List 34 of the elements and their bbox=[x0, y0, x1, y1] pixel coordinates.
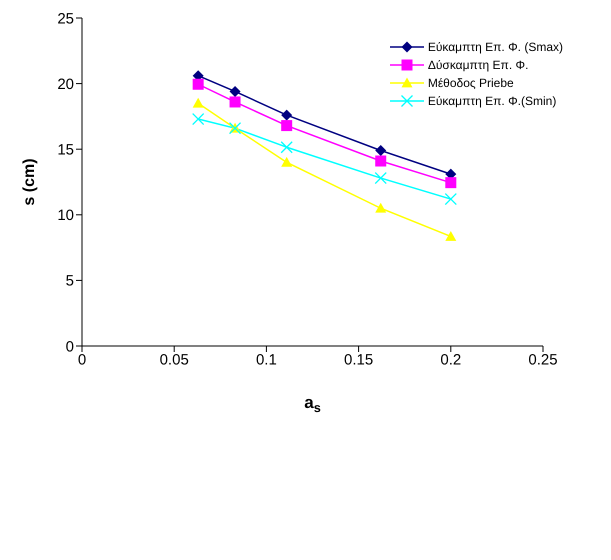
point bbox=[281, 110, 292, 121]
point bbox=[281, 156, 292, 167]
point bbox=[280, 141, 293, 154]
x-axis-title: a$_{s}$ bbox=[304, 393, 321, 415]
x-tick-label: 0.15 bbox=[344, 352, 374, 369]
y-tick-label: 0 bbox=[66, 338, 74, 356]
point bbox=[230, 96, 241, 108]
point bbox=[375, 156, 386, 167]
y-axis-title: s (cm) bbox=[21, 158, 38, 206]
y-tick-label: 25 bbox=[57, 10, 74, 28]
legend-label: Δύσκαμπτη Επ. Φ. bbox=[428, 58, 528, 72]
y-tick-label: 5 bbox=[66, 272, 74, 290]
point bbox=[374, 172, 387, 184]
y-tick-label: 15 bbox=[57, 142, 74, 159]
legend-label: Εύκαμπτη Επ. Φ.(Smin) bbox=[428, 94, 556, 108]
point bbox=[230, 86, 241, 97]
y-tick-label: 10 bbox=[57, 207, 74, 224]
x-tick-label: 0.05 bbox=[160, 352, 189, 369]
point bbox=[281, 120, 292, 132]
legend-label: Εύκαμπτη Επ. Φ. (Smax) bbox=[428, 40, 563, 54]
legend-label: Μέθοδος Priebe bbox=[428, 76, 514, 90]
point bbox=[445, 230, 456, 241]
point bbox=[192, 98, 204, 108]
point bbox=[192, 78, 204, 90]
x-tick-label: 0.1 bbox=[256, 352, 277, 369]
point bbox=[192, 112, 204, 126]
point bbox=[444, 192, 457, 206]
x-tick-label: 0.25 bbox=[528, 352, 558, 369]
point bbox=[375, 145, 386, 156]
y-tick-label: 20 bbox=[57, 76, 74, 93]
point bbox=[445, 177, 456, 188]
x-tick-label: 0.2 bbox=[440, 352, 462, 369]
x-tick-label: 0 bbox=[78, 352, 86, 369]
point bbox=[375, 202, 386, 213]
